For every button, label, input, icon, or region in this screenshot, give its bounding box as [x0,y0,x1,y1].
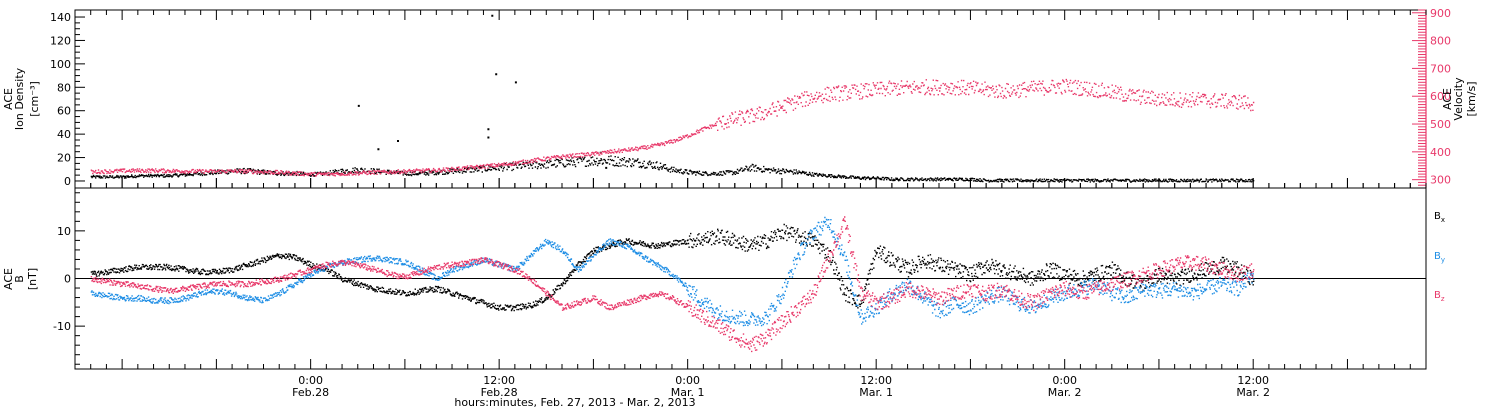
velocity-axis-label-line1: ACE [1441,88,1454,110]
density-tick-label: 120 [50,34,71,47]
velocity-series [90,78,1255,177]
density-points-0 [90,155,1255,183]
bottom-panel: -10 0 10 ACE B [nT] Bx By Bz [2,187,1445,370]
velocity-tick-label: 600 [1430,90,1451,103]
magnetic-field-series [90,216,1255,353]
date-tick-label: Feb.28 [481,386,518,399]
date-tick-label: Mar. 2 [1236,386,1270,399]
b-axis-label-line1: ACE [2,268,15,290]
date-tick-label: Feb.28 [292,386,329,399]
density-points-1 [357,14,608,169]
time-tick-label: 12:00 [1237,374,1269,387]
time-tick-label: 0:00 [1052,374,1077,387]
bz-points [90,216,1255,353]
b-tick-label: -10 [53,320,71,333]
density-tick-label: 0 [64,175,71,188]
density-axis-label-line2: Ion Density [13,67,26,130]
velocity-axis-label-line2: Velocity [1452,77,1465,121]
b-tick-label: 0 [64,273,71,286]
density-tick-label: 60 [57,105,71,118]
legend-bz: Bz [1434,290,1445,303]
date-tick-label: Mar. 1 [671,386,705,399]
date-tick-label: Mar. 1 [859,386,893,399]
top-panel-frame [74,9,1427,189]
velocity-axis: 300 400 500 600 700 800 900 [1412,7,1451,188]
density-axis: 0 20 40 60 80 100 120 140 [50,11,85,188]
b-tick-label: 10 [57,225,71,238]
top-panel: 0 20 40 60 80 100 120 140 300 400 500 600 700 800 900… [2,7,1478,189]
density-series [90,14,1255,183]
legend-subscript: y [1441,256,1445,264]
by-points [90,216,1255,327]
velocity-points-2 [90,78,1255,177]
velocity-tick-label: 400 [1430,146,1451,159]
velocity-tick-label: 800 [1430,35,1451,48]
time-tick-label: 12:00 [860,374,892,387]
time-tick-label: 0:00 [298,374,323,387]
legend-subscript: x [1441,216,1445,224]
density-tick-label: 80 [57,81,71,94]
time-tick-label: 0:00 [675,374,700,387]
legend-bx: Bx [1434,211,1445,224]
velocity-tick-label: 700 [1430,62,1451,75]
date-tick-label: Mar. 2 [1048,386,1082,399]
time-tick-label: 12:00 [483,374,515,387]
b-axis: -10 0 10 [53,192,85,365]
velocity-tick-label: 900 [1430,7,1451,20]
density-tick-label: 140 [50,11,71,24]
velocity-tick-label: 500 [1430,118,1451,131]
legend-by: By [1434,251,1445,264]
legend: Bx By Bz [1434,211,1445,303]
b-axis-label-line2: B [13,275,26,283]
velocity-axis-unit: [km/s] [1465,81,1478,116]
x-axis-title: hours:minutes, Feb. 27, 2013 - Mar. 2, 2… [454,396,695,409]
b-axis-unit: [nT] [26,268,39,290]
density-tick-label: 100 [50,58,71,71]
density-tick-label: 20 [57,152,71,165]
velocity-tick-label: 300 [1430,174,1451,187]
density-tick-label: 40 [57,128,71,141]
density-axis-unit: [cm⁻³] [28,81,41,117]
legend-subscript: z [1441,295,1445,303]
density-axis-label-line1: ACE [2,88,15,110]
